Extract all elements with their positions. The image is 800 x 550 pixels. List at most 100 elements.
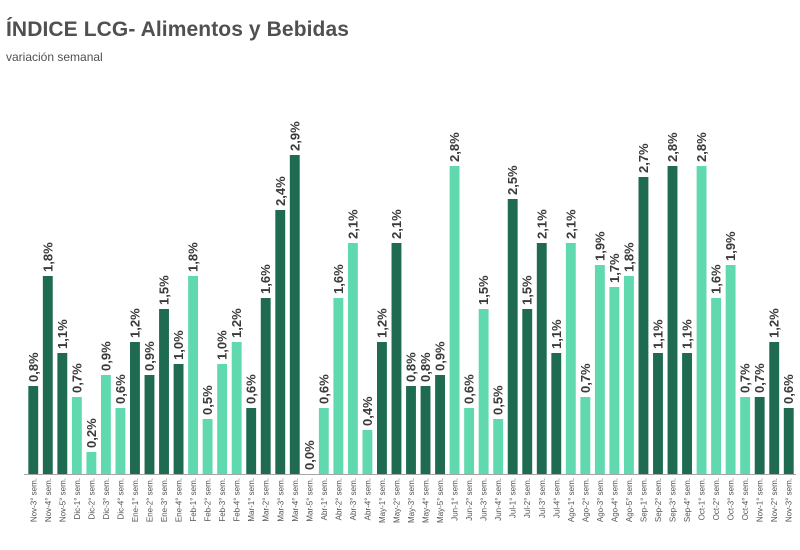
bar-value-label-24: 0,4%	[360, 396, 375, 426]
category-label-12: Feb-1° sem.	[189, 478, 198, 522]
bar-38	[565, 243, 576, 474]
bar-32	[478, 309, 489, 474]
bar-value-label-50: 0,7%	[738, 363, 753, 393]
bar-35	[522, 309, 533, 474]
bar-42	[623, 276, 634, 474]
bar-value-label-5: 0,2%	[84, 418, 99, 448]
bar-2	[42, 276, 53, 474]
bar-value-label-11: 1,0%	[171, 330, 186, 360]
bar-36	[536, 243, 547, 474]
category-label-34: Jul-1° sem.	[509, 478, 518, 518]
bar-value-label-32: 1,5%	[476, 275, 491, 305]
bar-value-label-22: 1,6%	[331, 264, 346, 294]
bar-value-label-25: 1,2%	[374, 308, 389, 338]
bar-value-label-19: 2,9%	[287, 121, 302, 151]
bar-value-label-41: 1,7%	[607, 253, 622, 283]
category-label-35: Jul-2° sem.	[523, 478, 532, 518]
category-label-27: May-3° sem.	[407, 478, 416, 523]
category-label-5: Dic-2° sem.	[87, 478, 96, 519]
bar-34	[507, 199, 518, 474]
bar-value-label-28: 0,8%	[418, 352, 433, 382]
bar-value-label-39: 0,7%	[578, 363, 593, 393]
bar-value-label-36: 2,1%	[534, 209, 549, 239]
bar-value-label-17: 1,6%	[258, 264, 273, 294]
bar-28	[420, 386, 431, 474]
bar-40	[594, 265, 605, 474]
category-label-14: Feb-3° sem.	[218, 478, 227, 522]
bar-value-label-13: 0,5%	[200, 385, 215, 415]
category-label-23: Abr-3° sem.	[349, 478, 358, 520]
bar-value-label-10: 1,5%	[157, 275, 172, 305]
bar-value-label-9: 0,9%	[142, 341, 157, 371]
category-label-26: May-2° sem.	[392, 478, 401, 523]
bar-value-label-6: 0,9%	[98, 341, 113, 371]
category-label-33: Jun-4° sem.	[494, 478, 503, 521]
bar-1	[28, 386, 39, 474]
bar-value-label-30: 2,8%	[447, 132, 462, 162]
category-label-53: Nov-3° sem.	[785, 478, 794, 522]
category-label-1: Nov-3° sem.	[29, 478, 38, 522]
category-label-19: Mar-4° sem.	[291, 478, 300, 522]
bar-25	[377, 342, 387, 474]
category-label-51: Nov-1° sem.	[756, 478, 765, 522]
bar-value-label-18: 2,4%	[273, 176, 288, 206]
bar-37	[551, 353, 562, 474]
bar-50	[740, 397, 751, 474]
category-label-36: Jul-3° sem.	[538, 478, 547, 518]
bar-value-label-27: 0,8%	[404, 352, 419, 382]
category-label-32: Jun-3° sem.	[480, 478, 489, 521]
bar-43	[638, 177, 649, 474]
bar-value-label-34: 2,5%	[505, 165, 520, 195]
bar-value-label-43: 2,7%	[636, 143, 651, 173]
bar-29	[435, 375, 445, 474]
bar-value-label-4: 0,7%	[69, 363, 84, 393]
bar-26	[391, 243, 402, 474]
bar-value-label-44: 1,1%	[650, 319, 665, 349]
category-label-28: May-4° sem.	[422, 478, 431, 523]
bar-22	[333, 298, 344, 474]
category-label-21: Abr-1° sem.	[320, 478, 329, 520]
category-label-22: Abr-2° sem.	[334, 478, 343, 520]
bar-value-label-20: 0,0%	[302, 440, 317, 470]
bar-value-label-8: 1,2%	[127, 308, 142, 338]
bar-45	[667, 166, 678, 474]
category-label-16: Mar-1° sem.	[247, 478, 256, 522]
category-label-43: Sep-1° sem.	[639, 478, 648, 522]
category-label-40: Ago-3° sem.	[596, 478, 605, 522]
bar-44	[653, 353, 663, 474]
bar-9	[144, 375, 155, 474]
bar-31	[464, 408, 475, 474]
category-label-2: Nov-4° sem.	[44, 478, 53, 522]
category-label-17: Mar-2° sem.	[262, 478, 271, 522]
bar-value-label-2: 1,8%	[40, 242, 55, 272]
bar-53	[783, 408, 794, 474]
bar-value-label-31: 0,6%	[462, 374, 477, 404]
bar-13	[202, 419, 213, 474]
bar-value-label-53: 0,6%	[781, 374, 796, 404]
bar-8	[130, 342, 140, 474]
bar-value-label-45: 2,8%	[665, 132, 680, 162]
bar-value-label-47: 2,8%	[694, 132, 709, 162]
category-label-6: Dic-3° sem.	[102, 478, 111, 519]
bar-value-label-42: 1,8%	[621, 242, 636, 272]
bar-6	[100, 375, 111, 474]
value-labels-layer: 0,8%1,8%1,1%0,7%0,2%0,9%0,6%1,2%0,9%1,5%…	[26, 121, 796, 470]
category-label-15: Feb-4° sem.	[233, 478, 242, 522]
bar-value-label-37: 1,1%	[549, 319, 564, 349]
bar-27	[406, 386, 416, 474]
category-label-9: Ene-2° sem.	[145, 478, 154, 522]
category-label-13: Feb-2° sem.	[204, 478, 213, 522]
bar-value-label-14: 1,0%	[215, 330, 230, 360]
bar-value-label-21: 0,6%	[316, 374, 331, 404]
category-label-52: Nov-2° sem.	[770, 478, 779, 522]
bar-value-label-48: 1,6%	[709, 264, 724, 294]
bar-value-label-12: 1,8%	[186, 242, 201, 272]
bar-4	[71, 397, 82, 474]
bar-value-label-29: 0,9%	[433, 341, 448, 371]
category-label-4: Dic-1° sem.	[73, 478, 82, 519]
bar-30	[449, 166, 460, 474]
category-label-20: Mar-5° sem.	[305, 478, 314, 522]
category-labels-layer: Nov-3° sem. Nov-4° sem. Nov-5° sem. Dic-1° …	[29, 478, 793, 523]
bar-value-label-38: 2,1%	[563, 209, 578, 239]
